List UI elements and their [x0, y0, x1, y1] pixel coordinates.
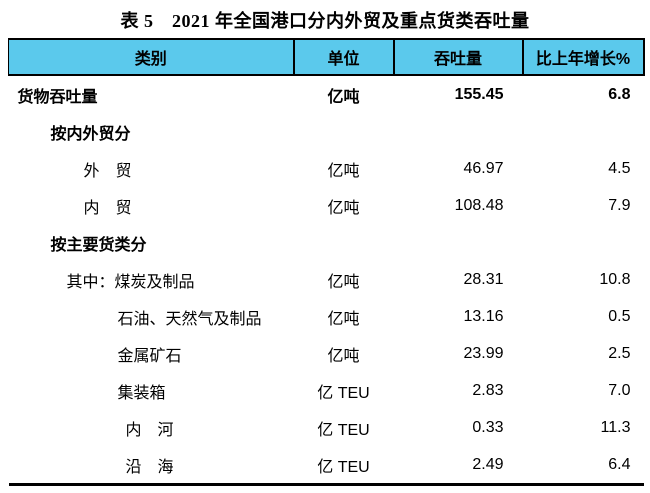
growth-cell: 10.8 — [599, 270, 631, 288]
table-row: 内 贸 亿吨 108.48 7.9 — [9, 187, 644, 224]
table-header: 类别 单位 吞吐量 比上年增长% — [8, 38, 645, 76]
table-row: 货物吞吐量 亿吨 155.45 6.8 — [9, 75, 644, 113]
growth-cell: 6.8 — [608, 85, 631, 103]
col-header-category: 类别 — [8, 38, 294, 76]
category-cell: 金属矿石 — [117, 347, 182, 365]
unit-cell — [294, 113, 394, 150]
value-cell: 23.99 — [463, 344, 504, 362]
value-cell: 2.49 — [393, 446, 523, 486]
growth-cell: 6.4 — [522, 446, 644, 486]
col-header-unit: 单位 — [292, 38, 394, 76]
col-header-growth: 比上年增长% — [521, 38, 645, 76]
throughput-table: 类别 单位 吞吐量 比上年增长% 货物吞吐量 亿吨 155.45 6.8 按内外… — [8, 38, 645, 486]
unit-cell: 亿 TEU — [317, 421, 370, 439]
unit-cell: 亿吨 — [327, 162, 360, 180]
unit-cell — [294, 224, 394, 261]
table-row: 按内外贸分 — [9, 113, 644, 150]
value-cell — [394, 224, 523, 261]
table-row: 内 河 亿 TEU 0.33 11.3 — [9, 409, 644, 446]
category-cell: 按内外贸分 — [50, 125, 131, 143]
growth-cell — [523, 113, 644, 150]
table-row: 按主要货类分 — [9, 224, 644, 261]
unit-cell: 亿 TEU — [317, 384, 370, 402]
value-cell: 13.16 — [463, 307, 504, 325]
table-row: 外 贸 亿吨 46.97 4.5 — [9, 150, 644, 187]
growth-cell: 7.0 — [608, 381, 631, 399]
table-caption: 表 5 2021 年全国港口分内外贸及重点货类吞吐量 — [120, 11, 530, 31]
category-cell: 内 贸 — [83, 199, 132, 217]
category-cell: 按主要货类分 — [50, 236, 147, 254]
category-cell: 石油、天然气及制品 — [117, 310, 262, 328]
unit-cell: 亿吨 — [327, 199, 360, 217]
value-cell: 108.48 — [454, 196, 504, 214]
growth-cell: 7.9 — [608, 196, 631, 214]
growth-cell: 0.5 — [608, 307, 631, 325]
growth-cell — [523, 224, 644, 261]
growth-cell: 11.3 — [600, 418, 631, 436]
growth-cell: 2.5 — [608, 344, 631, 362]
value-cell: 2.83 — [472, 381, 504, 399]
value-cell: 46.97 — [463, 159, 504, 177]
category-cell: 内 河 — [125, 421, 174, 439]
col-header-throughput: 吞吐量 — [392, 38, 523, 76]
value-cell — [394, 113, 523, 150]
category-cell: 其中：煤炭及制品 — [66, 273, 195, 291]
growth-cell: 4.5 — [608, 159, 631, 177]
unit-cell: 亿吨 — [327, 347, 360, 365]
unit-cell: 亿吨 — [327, 310, 360, 328]
category-cell: 货物吞吐量 — [17, 88, 98, 106]
table-row: 其中：煤炭及制品 亿吨 28.31 10.8 — [9, 261, 644, 298]
category-cell: 沿 海 — [8, 446, 294, 486]
unit-cell: 亿 TEU — [293, 446, 394, 486]
unit-cell: 亿吨 — [327, 273, 360, 291]
value-cell: 28.31 — [463, 270, 504, 288]
table-row: 沿 海 亿 TEU 2.49 6.4 — [8, 446, 644, 486]
table-row: 金属矿石 亿吨 23.99 2.5 — [9, 335, 644, 372]
table-row: 石油、天然气及制品 亿吨 13.16 0.5 — [9, 298, 644, 335]
table-row: 集装箱 亿 TEU 2.83 7.0 — [9, 372, 644, 409]
value-cell: 155.45 — [454, 85, 504, 103]
table-body: 货物吞吐量 亿吨 155.45 6.8 按内外贸分 外 贸 亿吨 46.97 4… — [8, 75, 644, 486]
header-row: 类别 单位 吞吐量 比上年增长% — [8, 38, 645, 76]
unit-cell: 亿吨 — [327, 88, 360, 106]
value-cell: 0.33 — [472, 418, 504, 436]
category-cell: 外 贸 — [83, 162, 132, 180]
category-cell: 集装箱 — [117, 384, 166, 402]
